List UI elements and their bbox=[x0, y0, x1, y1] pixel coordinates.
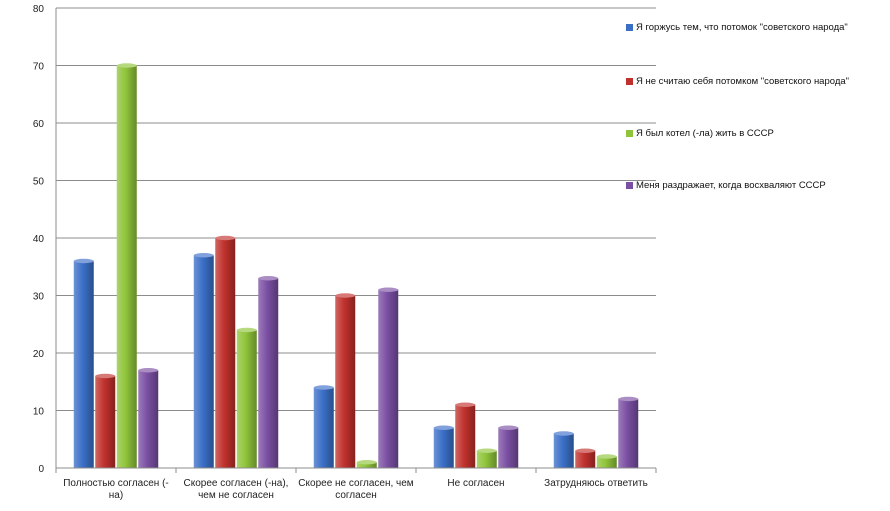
bar-cap bbox=[433, 425, 454, 430]
bar bbox=[618, 399, 639, 468]
bar-cap bbox=[618, 396, 639, 402]
bar bbox=[553, 433, 574, 468]
bar-cap bbox=[378, 287, 399, 292]
y-tick-label: 30 bbox=[33, 292, 45, 303]
legend-label: Я не считаю себя потомком "советского на… bbox=[636, 76, 850, 87]
x-category-label: чем не согласен bbox=[198, 490, 274, 501]
legend-swatch bbox=[626, 24, 633, 31]
legend-swatch bbox=[626, 78, 633, 85]
bar bbox=[575, 450, 596, 468]
y-tick-label: 40 bbox=[33, 234, 45, 245]
legend-item: Я был котел (-ла) жить в СССР bbox=[626, 128, 774, 139]
bar bbox=[498, 427, 519, 468]
legend-label: Я был котел (-ла) жить в СССР bbox=[636, 128, 774, 139]
bar bbox=[356, 462, 377, 468]
bar bbox=[236, 330, 257, 468]
bar-cap bbox=[455, 402, 476, 407]
bar bbox=[378, 289, 399, 468]
y-tick-label: 10 bbox=[33, 407, 45, 418]
x-category-label: на) bbox=[109, 490, 123, 501]
bar-cap bbox=[95, 373, 116, 379]
bar bbox=[215, 238, 236, 468]
bar bbox=[335, 295, 356, 468]
bar bbox=[193, 255, 214, 468]
bar bbox=[455, 404, 476, 468]
legend-swatch bbox=[626, 130, 633, 137]
y-tick-label: 60 bbox=[33, 119, 45, 130]
legend-item: Я не считаю себя потомком "советского на… bbox=[626, 76, 849, 87]
bar-cap bbox=[313, 385, 334, 390]
bar-cap bbox=[356, 460, 377, 465]
bar-cap bbox=[498, 425, 519, 430]
x-category-label: Затрудняюсь ответить bbox=[544, 478, 648, 489]
legend-item: Меня раздражает, когда восхваляют СССР bbox=[626, 180, 826, 191]
legend-swatch bbox=[626, 182, 633, 189]
y-tick-label: 0 bbox=[38, 464, 44, 475]
y-tick-label: 80 bbox=[33, 4, 45, 15]
bar-cap bbox=[553, 431, 574, 436]
bar bbox=[95, 376, 116, 468]
bar bbox=[433, 427, 454, 468]
gridlines bbox=[56, 7, 656, 411]
bar-cap bbox=[193, 253, 214, 258]
bar-cap bbox=[116, 63, 137, 68]
bar-cap bbox=[138, 368, 159, 373]
y-tick-label: 20 bbox=[33, 349, 45, 360]
bars bbox=[73, 63, 639, 468]
bar-cap bbox=[335, 293, 356, 298]
bar-cap bbox=[258, 276, 279, 281]
x-category-label: Не согласен bbox=[447, 478, 504, 489]
bar-cap bbox=[596, 454, 617, 459]
bar bbox=[313, 387, 334, 468]
bar bbox=[258, 278, 279, 468]
axes bbox=[55, 8, 657, 473]
bar-cap bbox=[73, 258, 94, 264]
x-category-label: Скорее не согласен, чем bbox=[298, 478, 414, 489]
y-axis-ticks: 0 10 20 30 40 50 60 70 80 bbox=[33, 4, 45, 475]
bar bbox=[116, 65, 137, 468]
legend-item: Я горжусь тем, что потомок "советского н… bbox=[626, 22, 848, 33]
y-tick-label: 50 bbox=[33, 177, 45, 188]
bar-cap bbox=[575, 448, 596, 453]
bar bbox=[476, 450, 497, 468]
bar bbox=[138, 370, 159, 468]
x-category-label: Скорее согласен (-на), bbox=[184, 478, 289, 489]
legend-label: Я горжусь тем, что потомок "советского н… bbox=[636, 22, 848, 33]
x-category-label: Полностью согласен (- bbox=[63, 478, 169, 489]
y-tick-label: 70 bbox=[33, 62, 45, 73]
bar bbox=[73, 261, 94, 468]
bar-cap bbox=[476, 448, 497, 453]
legend-label: Меня раздражает, когда восхваляют СССР bbox=[636, 180, 826, 191]
x-axis-labels: Полностью согласен (-на) Скорее согласен … bbox=[63, 478, 648, 501]
bar-cap bbox=[236, 327, 257, 333]
bar bbox=[596, 456, 617, 468]
bar-cap bbox=[215, 235, 236, 241]
x-category-label: согласен bbox=[335, 490, 377, 501]
